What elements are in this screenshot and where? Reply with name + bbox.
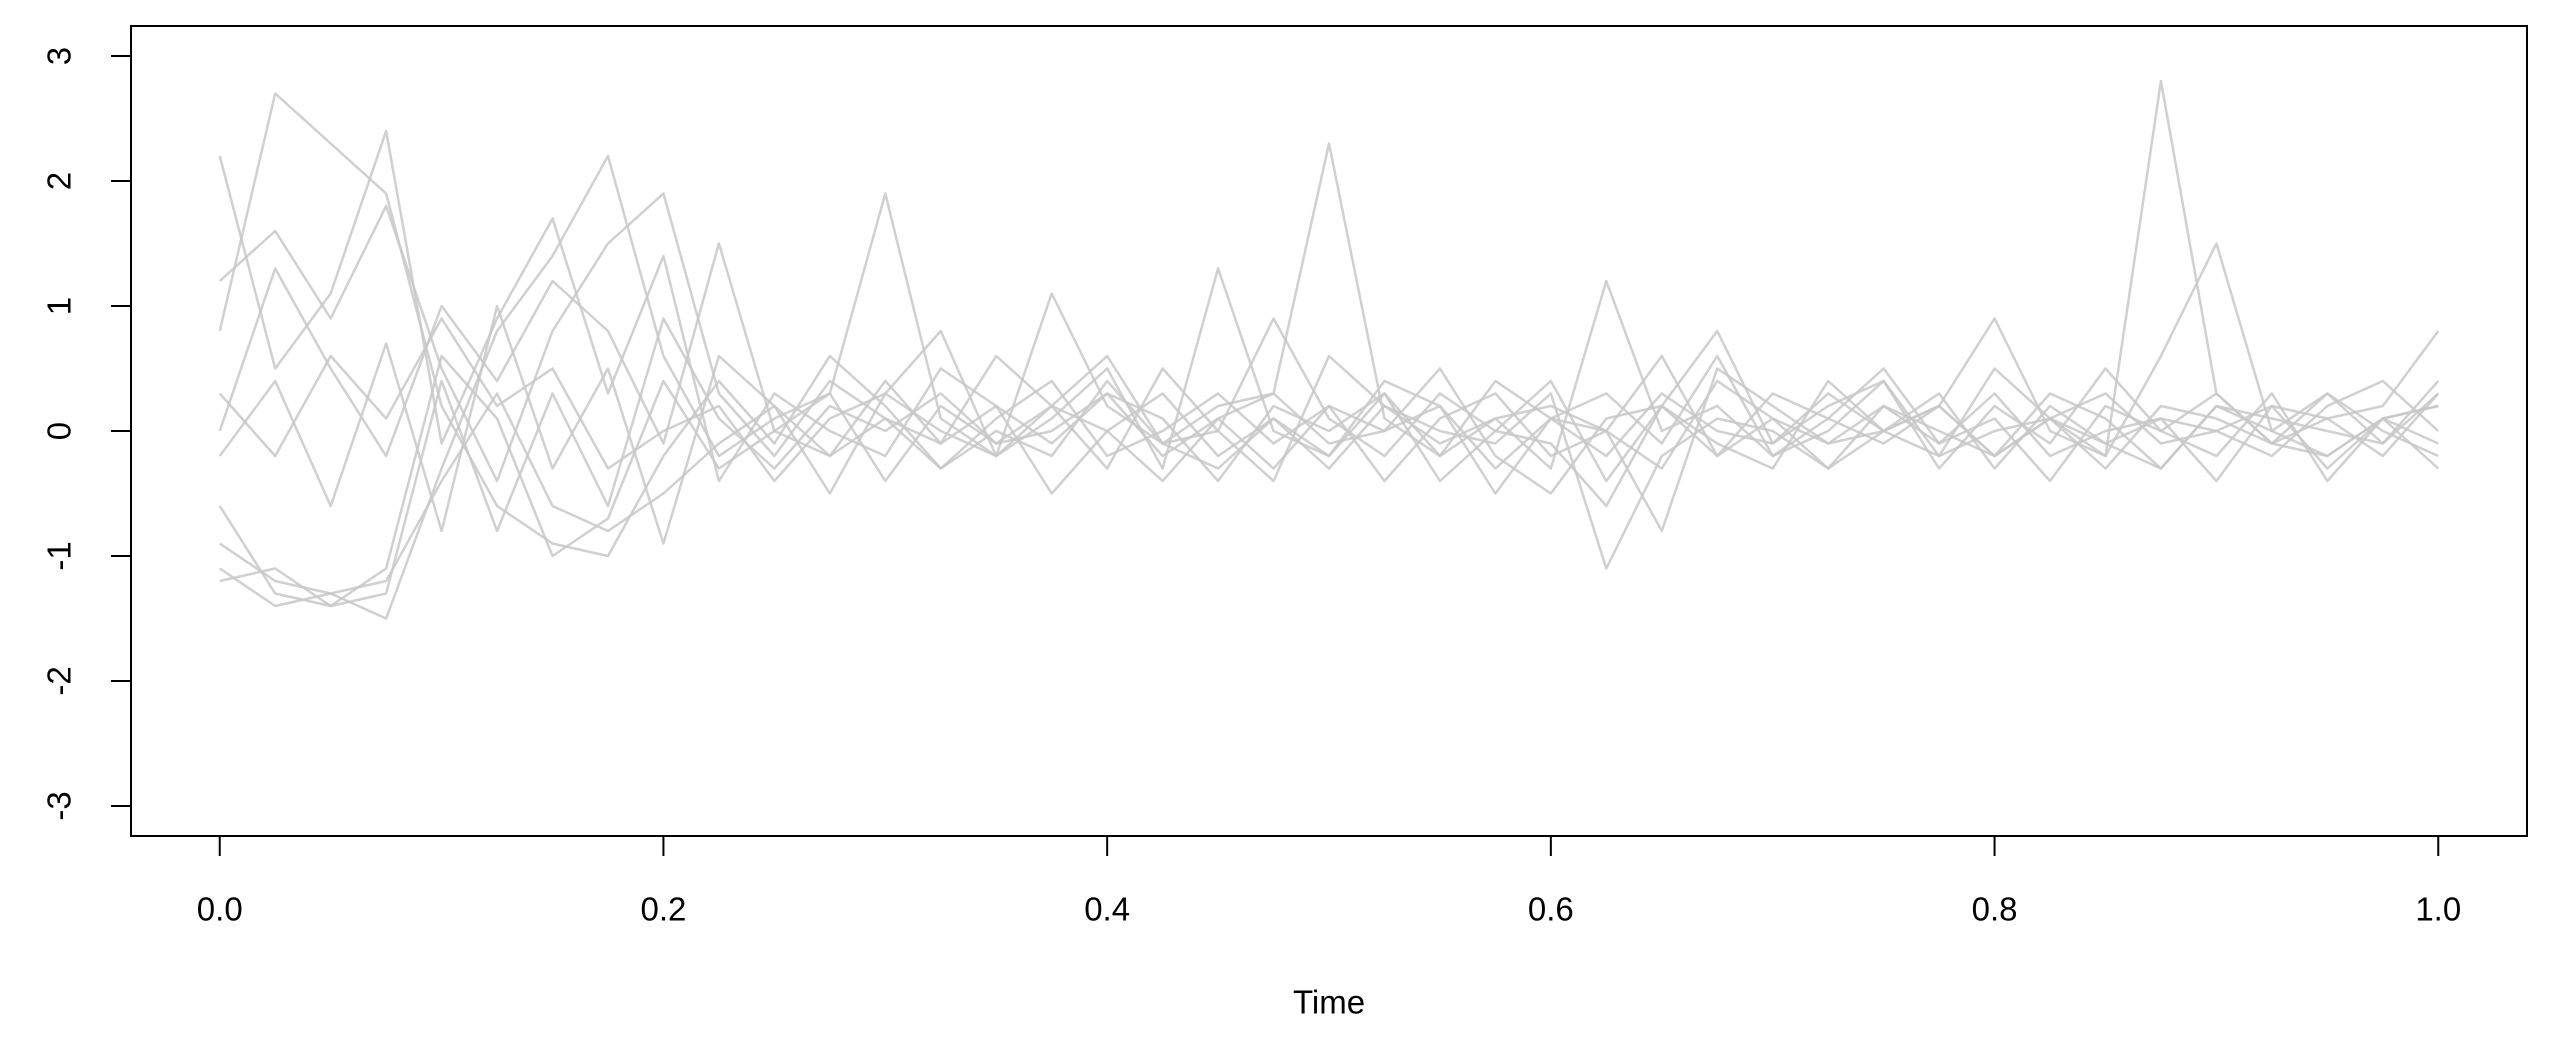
y-tick-label: -2 (41, 666, 78, 695)
x-tick-label: 0.6 (1528, 891, 1574, 928)
y-tick-label: 0 (41, 422, 78, 440)
series-line (218, 92, 2440, 558)
series-line (218, 79, 2440, 458)
series-line (219, 317, 2439, 608)
y-tick-label: 1 (41, 297, 78, 315)
y-tick-label: -1 (41, 541, 78, 570)
series-line (218, 267, 2439, 545)
series-line (219, 379, 2439, 595)
x-tick-label: 0.2 (641, 891, 687, 928)
series-line (218, 129, 2440, 483)
x-tick-label: 0.4 (1084, 891, 1130, 928)
series-line (219, 154, 2439, 620)
x-tick-label: 0.8 (1972, 891, 2018, 928)
series-line (218, 354, 2440, 608)
y-tick-label: 3 (41, 47, 78, 65)
series-line (218, 279, 2440, 483)
plot-area (218, 79, 2440, 620)
y-tick-label: -3 (41, 791, 78, 820)
x-tick-label: 1.0 (2415, 891, 2461, 928)
x-axis-label: Time (1293, 984, 1365, 1021)
y-tick-label: 2 (41, 172, 78, 190)
series-line (218, 192, 2440, 483)
x-tick-label: 0.0 (197, 891, 243, 928)
